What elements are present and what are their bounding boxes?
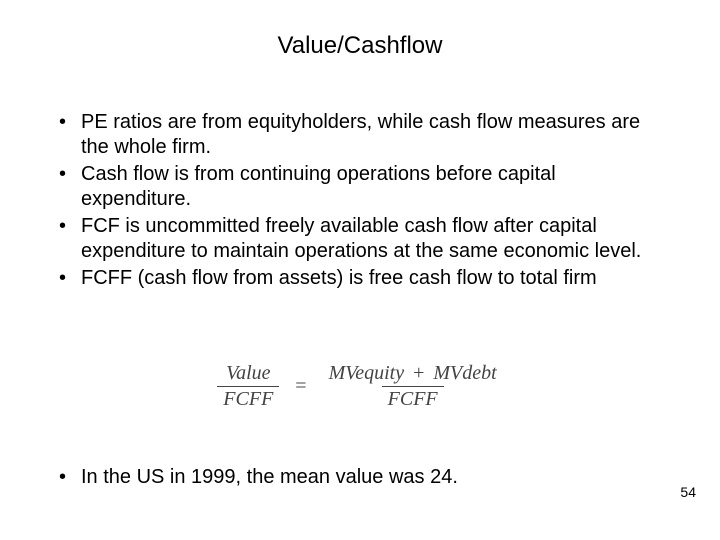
slide-title: Value/Cashflow [0,32,720,60]
bullet-text: PE ratios are from equityholders, while … [81,111,640,158]
denominator: FCFF [382,386,444,411]
bullet-text: In the US in 1999, the mean value was 24… [81,466,458,488]
formula: Value FCFF = MVequity + MVdebt FCFF [211,362,508,411]
numerator: Value [220,362,276,386]
bullet-text: Cash flow is from continuing operations … [81,163,556,210]
term-mvequity: MVequity [329,362,405,384]
fraction-right: MVequity + MVdebt FCFF [323,362,503,411]
denominator: FCFF [217,386,279,411]
bullet-text: FCFF (cash flow from assets) is free cas… [81,267,597,289]
plus-sign: + [413,362,424,384]
bullet-list-last: In the US in 1999, the mean value was 24… [55,465,645,490]
bullet-list: PE ratios are from equityholders, while … [55,110,645,293]
bullet-text: FCF is uncommitted freely available cash… [81,215,641,262]
numerator: MVequity + MVdebt [323,362,503,386]
fraction-left: Value FCFF [217,362,279,411]
bullet-item: In the US in 1999, the mean value was 24… [55,465,645,490]
bullet-item: FCFF (cash flow from assets) is free cas… [55,266,645,291]
page-number: 54 [680,484,696,500]
bullet-item: FCF is uncommitted freely available cash… [55,214,645,264]
bullet-item: Cash flow is from continuing operations … [55,162,645,212]
bullet-item: PE ratios are from equityholders, while … [55,110,645,160]
formula-region: Value FCFF = MVequity + MVdebt FCFF [0,362,720,411]
term-mvdebt: MVdebt [433,362,496,384]
slide: Value/Cashflow PE ratios are from equity… [0,0,720,540]
equals-sign: = [295,375,306,398]
